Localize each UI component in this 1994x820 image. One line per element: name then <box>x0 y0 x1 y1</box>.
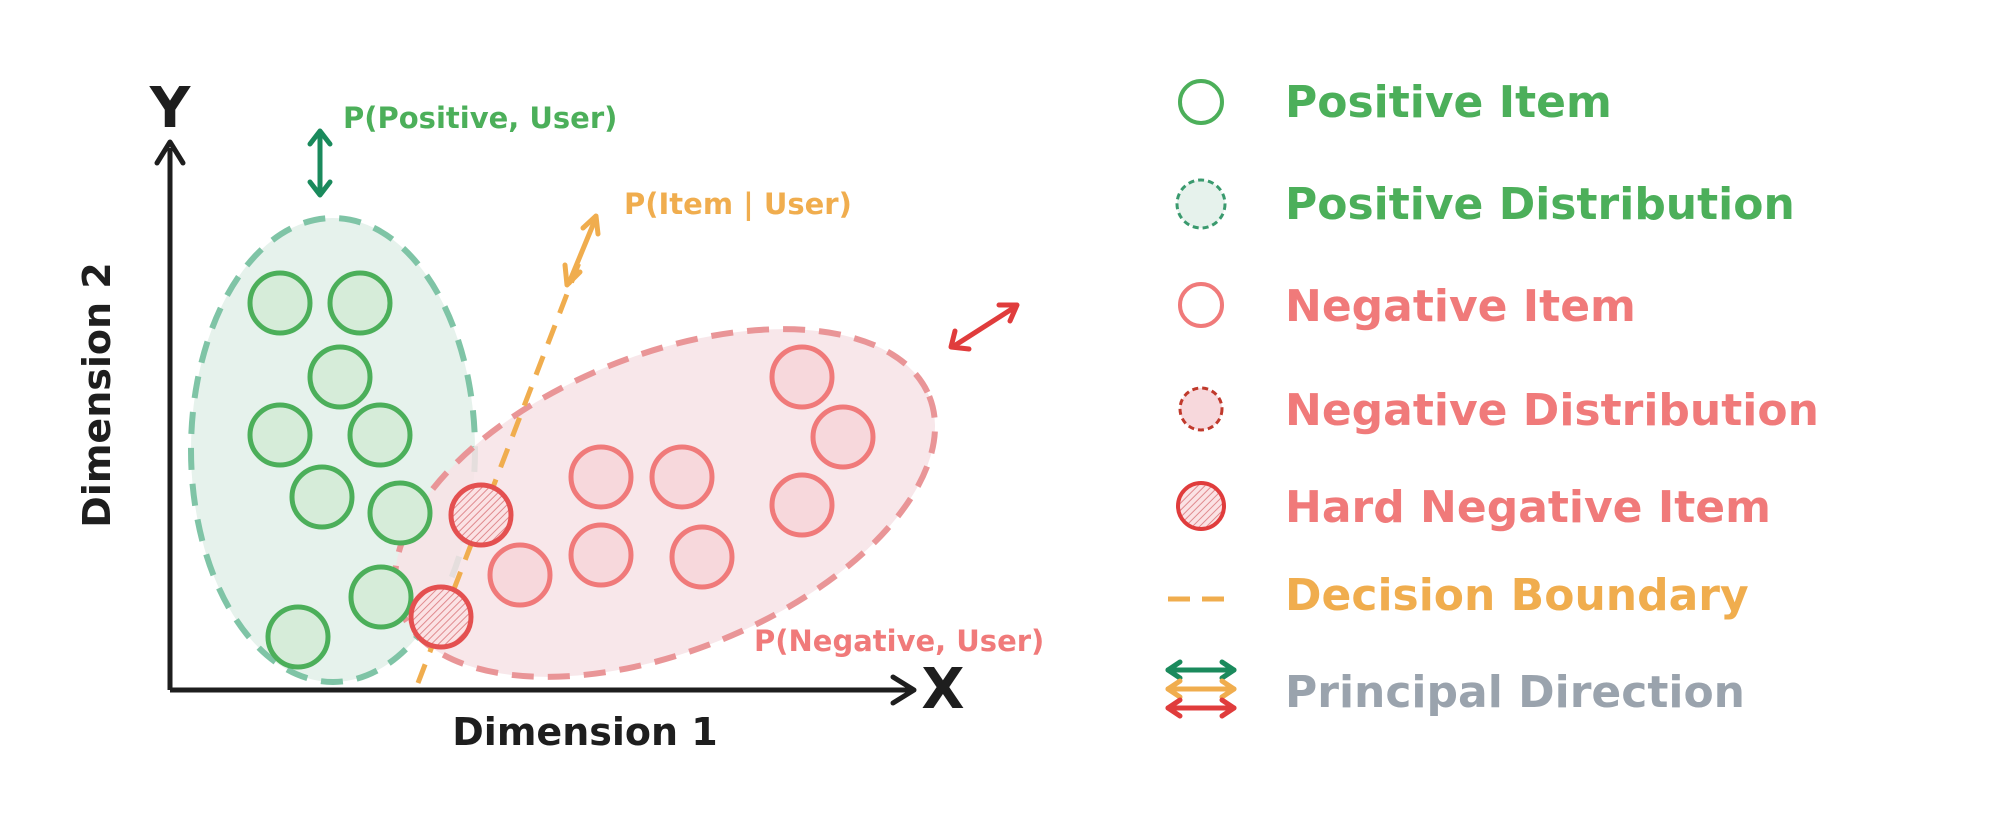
legend: Positive Item Positive Distribution Nega… <box>1165 77 1819 719</box>
hard-negative-item <box>448 482 514 548</box>
x-axis-arrowhead <box>890 674 917 706</box>
positive-item <box>348 564 414 630</box>
legend-positive-distribution-label: Positive Distribution <box>1285 179 1795 230</box>
y-axis-title: Dimension 2 <box>75 262 119 527</box>
negative-item <box>669 524 735 590</box>
x-axis-letter: X <box>921 657 964 722</box>
x-axis-title: Dimension 1 <box>452 710 717 754</box>
negative-item <box>649 444 715 510</box>
positive-item <box>307 344 373 410</box>
positive-item <box>265 604 331 670</box>
positive-item <box>247 402 313 468</box>
item-user-label: P(Item | User) <box>624 187 852 221</box>
positive-direction-arrow <box>307 128 333 198</box>
negative-items <box>487 344 876 608</box>
legend-hard-negative-item-icon <box>1176 481 1226 531</box>
legend-negative-distribution-icon <box>1178 386 1224 432</box>
negative-item <box>769 344 835 410</box>
positive-item <box>289 464 355 530</box>
legend-positive-distribution-icon <box>1175 178 1227 230</box>
hard-negative-items <box>408 482 514 650</box>
axes: Y X Dimension 1 Dimension 2 <box>75 76 965 754</box>
positive-items <box>247 270 433 670</box>
negative-item <box>769 472 835 538</box>
item-user-direction-arrow <box>562 213 601 288</box>
negative-item <box>568 444 634 510</box>
legend-negative-distribution-label: Negative Distribution <box>1285 385 1819 436</box>
legend-negative-item-icon <box>1178 282 1224 328</box>
legend-positive-item-label: Positive Item <box>1285 77 1612 128</box>
legend-principal-direction-icon <box>1165 659 1237 719</box>
negative-item <box>487 542 553 608</box>
negative-item <box>810 404 876 470</box>
y-axis-letter: Y <box>149 76 192 141</box>
positive-item <box>367 480 433 546</box>
positive-item <box>247 270 313 336</box>
negative-item <box>568 522 634 588</box>
positive-item <box>327 270 393 336</box>
y-axis-arrowhead <box>154 139 186 166</box>
legend-principal-direction-label: Principal Direction <box>1285 667 1745 718</box>
hard-negative-item <box>408 584 474 650</box>
legend-hard-negative-item-label: Hard Negative Item <box>1285 482 1771 533</box>
legend-negative-item-label: Negative Item <box>1285 281 1636 332</box>
negative-direction-arrow <box>948 302 1020 352</box>
negative-direction-label: P(Negative, User) <box>754 624 1044 658</box>
legend-positive-item-icon <box>1178 79 1224 125</box>
positive-item <box>347 402 413 468</box>
positive-direction-label: P(Positive, User) <box>343 101 617 135</box>
legend-decision-boundary-label: Decision Boundary <box>1285 570 1749 621</box>
